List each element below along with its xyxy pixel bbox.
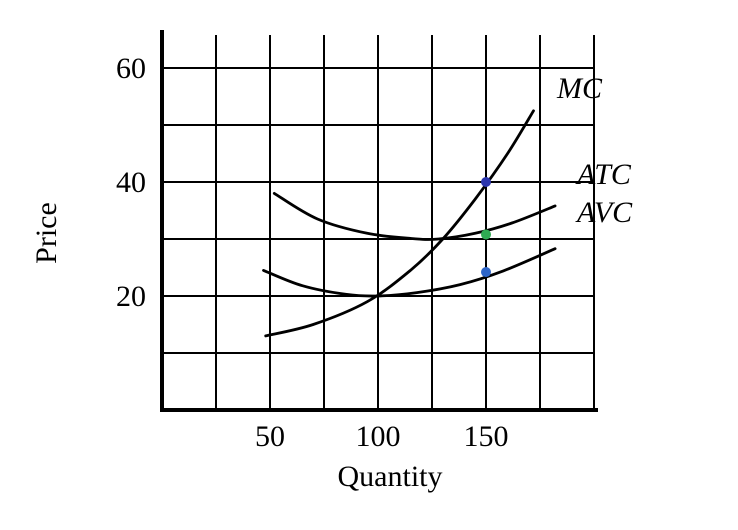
curve-label-mc: MC [557,72,602,105]
marker-avc [481,267,491,278]
marker-mc [481,177,491,187]
y-tick-label: 20 [116,280,146,313]
x-axis-title: Quantity [337,460,443,493]
curve-label-atc: ATC [577,158,631,191]
y-tick-label: 60 [116,52,146,85]
x-tick-label: 150 [464,420,509,453]
x-tick-label: 100 [356,420,401,453]
y-axis-title: Price [30,202,63,264]
marker-atc [481,229,491,240]
curve-atc [272,192,557,241]
y-tick-label: 40 [116,166,146,199]
curve-mc [264,109,535,338]
curve-label-avc: AVC [577,196,633,229]
x-tick-label: 50 [255,420,285,453]
curve-avc [262,247,557,298]
